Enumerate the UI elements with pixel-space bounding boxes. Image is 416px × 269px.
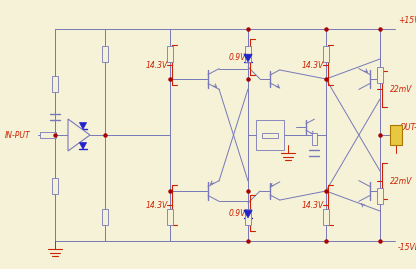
Text: 22mV: 22mV	[390, 176, 412, 186]
Bar	[102, 209, 108, 225]
Bar	[312, 133, 317, 145]
Bar	[323, 209, 329, 225]
Bar	[167, 209, 173, 225]
Text: OUT-PUT: OUT-PUT	[400, 122, 416, 132]
Text: -15VDC: -15VDC	[398, 243, 416, 252]
Bar	[40, 132, 56, 138]
Polygon shape	[68, 119, 90, 151]
Text: 14.3V: 14.3V	[302, 200, 324, 210]
Text: 14.3V: 14.3V	[302, 61, 324, 69]
Bar	[245, 209, 251, 225]
Bar	[245, 46, 251, 62]
Bar	[52, 76, 58, 92]
Bar	[390, 125, 402, 145]
Bar	[377, 67, 383, 83]
Text: 0.9V: 0.9V	[229, 208, 246, 218]
Bar	[262, 133, 278, 137]
Bar	[256, 120, 284, 150]
Bar	[377, 188, 383, 204]
Text: 14.3V: 14.3V	[146, 200, 168, 210]
Text: IN-PUT: IN-PUT	[5, 130, 31, 140]
Bar	[167, 46, 173, 62]
Polygon shape	[244, 54, 252, 62]
Bar	[52, 178, 58, 194]
Text: 0.9V: 0.9V	[229, 52, 246, 62]
Bar	[102, 46, 108, 62]
Text: 14.3V: 14.3V	[146, 61, 168, 69]
Text: 22mV: 22mV	[390, 84, 412, 94]
Bar	[323, 46, 329, 62]
Polygon shape	[79, 143, 87, 149]
Polygon shape	[244, 210, 252, 218]
Polygon shape	[79, 123, 87, 129]
Text: +15VDC: +15VDC	[398, 16, 416, 25]
